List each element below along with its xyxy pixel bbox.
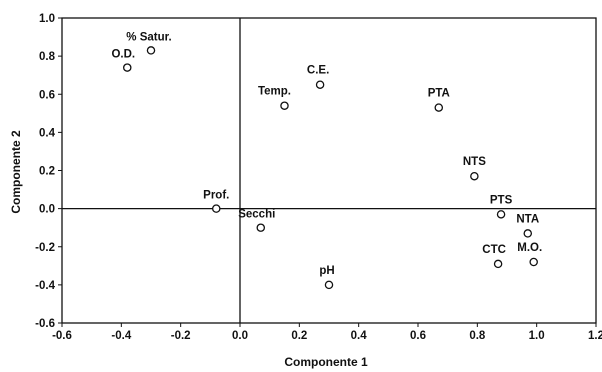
data-point-label: M.O. [517,242,542,254]
x-tick-label: 0.2 [291,330,307,342]
y-tick-label: -0.6 [35,318,55,330]
data-point-label: Secchi [238,209,275,221]
y-tick-label: 0.8 [39,51,56,63]
x-axis-title: Componente 1 [284,355,368,369]
data-point-label: PTS [490,194,513,206]
data-point [493,259,503,269]
x-tick-label: -0.2 [171,330,191,342]
data-point-label: pH [319,265,334,277]
data-point [146,46,156,55]
y-tick-label: 0.2 [39,166,55,178]
data-point [470,171,479,181]
data-point-label: C.E. [307,65,329,77]
x-tick-label: 0.6 [410,330,426,342]
data-point-label: NTS [463,156,486,168]
data-point [324,280,334,290]
x-tick-label: 0.4 [351,330,368,342]
data-point-label: NTA [516,213,539,225]
x-tick-label: 0.0 [232,330,248,342]
y-axis-title: Componente 2 [9,130,23,214]
data-point [123,63,132,72]
data-point-label: Prof. [203,190,229,202]
x-tick-label: -0.6 [52,330,72,342]
data-point-label: Temp. [258,86,291,98]
data-point-label: PTA [428,88,450,100]
y-tick-label: 0.0 [39,204,55,216]
data-point [523,229,533,238]
y-tick-label: 0.6 [39,89,55,101]
data-point [496,210,506,219]
data-point [434,103,444,112]
x-tick-label: 0.8 [469,330,486,342]
x-tick-label: 1.2 [588,330,602,342]
data-point [212,204,221,213]
data-point [280,101,289,110]
y-tick-label: -0.4 [35,280,55,292]
data-point [256,223,266,232]
x-tick-label: 1.0 [529,330,545,342]
data-point-label: CTC [482,244,506,256]
data-point-label: % Satur. [126,31,171,43]
data-point [315,80,325,89]
data-point [529,257,538,267]
y-tick-label: 0.4 [39,127,56,139]
x-tick-label: -0.4 [111,330,131,342]
data-point-label: O.D. [111,49,135,61]
y-tick-label: -0.2 [35,242,55,254]
y-tick-label: 1.0 [39,13,55,25]
